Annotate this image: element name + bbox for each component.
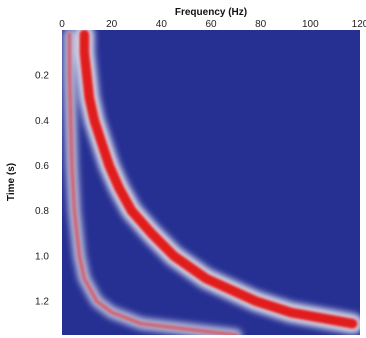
- energy-ridges: [63, 30, 360, 335]
- x-tick-label: 20: [106, 19, 118, 30]
- ridge-primary: [79, 30, 358, 329]
- x-tick-label: 0: [59, 19, 65, 30]
- x-tick-labels: 0 20 40 60 80 100 120: [59, 19, 366, 30]
- x-axis-title: Frequency (Hz): [175, 7, 247, 18]
- y-tick-label: 0.2: [35, 71, 49, 82]
- y-tick-labels: 0.2 0.4 0.6 0.8 1.0 1.2: [35, 71, 49, 308]
- y-tick-label: 1.0: [35, 251, 49, 262]
- x-tick-label: 40: [156, 19, 168, 30]
- x-tick-label: 100: [302, 19, 319, 30]
- y-tick-label: 0.4: [35, 116, 49, 127]
- y-tick-label: 0.6: [35, 161, 49, 172]
- y-tick-label: 0.8: [35, 206, 49, 217]
- x-tick-label: 80: [255, 19, 267, 30]
- x-tick-label: 120: [352, 19, 366, 30]
- x-tick-label: 60: [205, 19, 217, 30]
- ridge-secondary: [67, 32, 238, 335]
- y-axis-title: Time (s): [6, 163, 17, 201]
- y-tick-label: 1.2: [35, 297, 49, 308]
